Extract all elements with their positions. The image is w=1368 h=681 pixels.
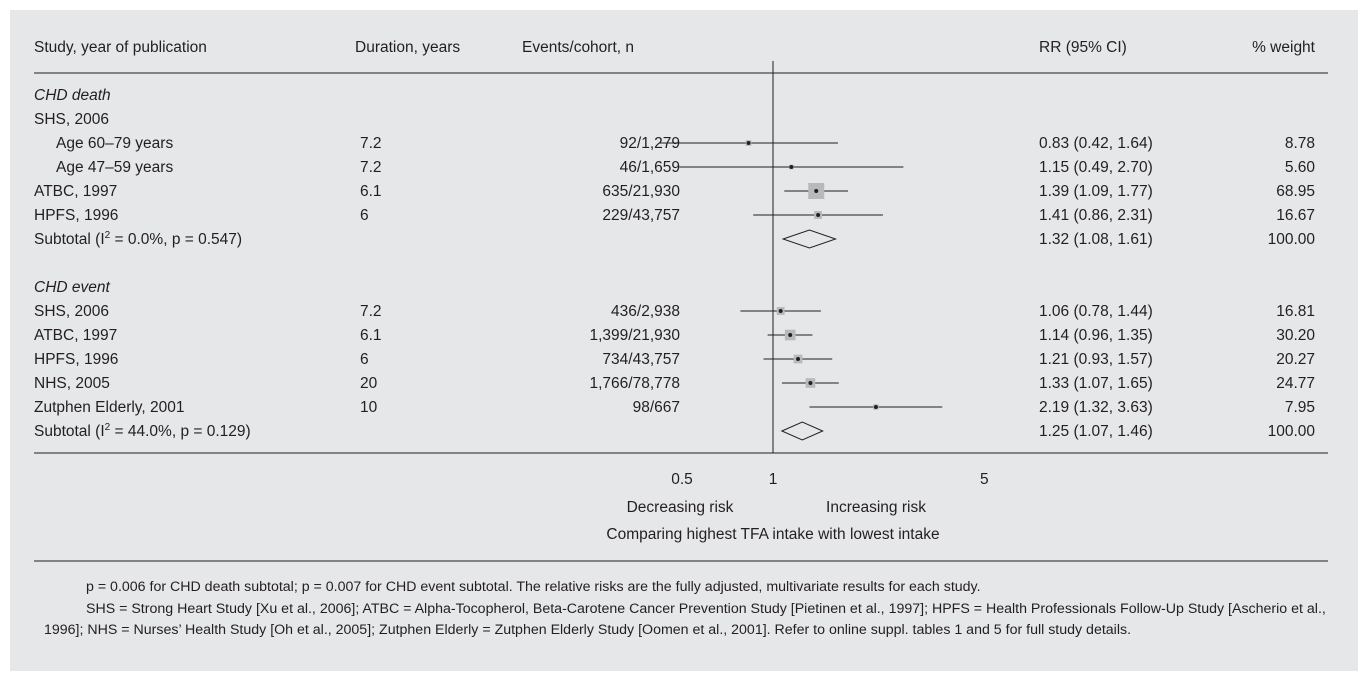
study-label: Zutphen Elderly, 2001: [34, 399, 185, 416]
subtotal-weight-value: 100.00: [1268, 423, 1316, 440]
point-estimate: [796, 357, 801, 361]
point-estimate: [778, 309, 783, 313]
header-rr: RR (95% CI): [1039, 39, 1127, 56]
x-tick-label: 0.5: [671, 471, 693, 488]
group-label: CHD event: [34, 279, 110, 296]
duration-value: 6.1: [360, 183, 382, 200]
subtotal-label: Subtotal (I2 = 0.0%, p = 0.547): [34, 230, 242, 248]
study-label: ATBC, 1997: [34, 327, 117, 344]
weight-value: 8.78: [1285, 135, 1315, 152]
duration-value: 7.2: [360, 135, 382, 152]
rr-value: 0.83 (0.42, 1.64): [1039, 135, 1153, 152]
duration-value: 10: [360, 399, 378, 416]
header-events: Events/cohort, n: [522, 39, 634, 56]
subtotal-diamond: [781, 229, 838, 249]
events-value: 98/667: [633, 399, 680, 416]
duration-value: 20: [360, 375, 378, 392]
xlabel: Comparing highest TFA intake with lowest…: [606, 526, 939, 543]
figure-panel: Study, year of publication Duration, year…: [10, 10, 1358, 671]
weight-value: 24.77: [1276, 375, 1315, 392]
rr-value: 1.21 (0.93, 1.57): [1039, 351, 1153, 368]
study-label: NHS, 2005: [34, 375, 110, 392]
study-label: Age 60–79 years: [56, 135, 173, 152]
subtotal-label: Subtotal (I2 = 44.0%, p = 0.129): [34, 422, 251, 440]
weight-value: 16.81: [1276, 303, 1315, 320]
rr-value: 2.19 (1.32, 3.63): [1039, 399, 1153, 416]
events-value: 436/2,938: [611, 303, 680, 320]
point-estimate: [816, 213, 821, 217]
weight-value: 16.67: [1276, 207, 1315, 224]
point-estimate: [789, 165, 794, 169]
weight-value: 30.20: [1276, 327, 1315, 344]
duration-value: 7.2: [360, 303, 382, 320]
study-label: Age 47–59 years: [56, 159, 173, 176]
duration-value: 7.2: [360, 159, 382, 176]
point-estimate: [788, 333, 793, 337]
header-duration: Duration, years: [355, 39, 460, 56]
events-value: 46/1,659: [620, 159, 680, 176]
forest-plot: Study, year of publication Duration, year…: [34, 39, 1328, 562]
events-value: 92/1,279: [620, 135, 680, 152]
xlabel-right: Increasing risk: [826, 499, 926, 516]
rr-value: 1.33 (1.07, 1.65): [1039, 375, 1153, 392]
events-value: 1,399/21,930: [589, 327, 680, 344]
rr-value: 1.39 (1.09, 1.77): [1039, 183, 1153, 200]
footnote: p = 0.006 for CHD death subtotal; p = 0.…: [44, 577, 1344, 642]
study-label: ATBC, 1997: [34, 183, 117, 200]
events-value: 1,766/78,778: [589, 375, 680, 392]
study-label: HPFS, 1996: [34, 351, 118, 368]
x-tick-label: 1: [769, 471, 778, 488]
rr-value: 1.06 (0.78, 1.44): [1039, 303, 1153, 320]
rr-value: 1.14 (0.96, 1.35): [1039, 327, 1153, 344]
point-estimate: [746, 141, 751, 145]
weight-value: 5.60: [1285, 159, 1316, 176]
point-estimate: [873, 405, 878, 409]
subtotal-diamond: [780, 421, 824, 441]
point-estimate: [808, 381, 813, 385]
subtotal-rr-value: 1.25 (1.07, 1.46): [1039, 423, 1153, 440]
events-value: 635/21,930: [602, 183, 680, 200]
point-estimate: [814, 189, 819, 193]
header-weight: % weight: [1252, 39, 1316, 56]
header-study: Study, year of publication: [34, 39, 207, 56]
study-label: SHS, 2006: [34, 303, 109, 320]
events-value: 734/43,757: [602, 351, 680, 368]
xlabel-left: Decreasing risk: [627, 499, 734, 516]
duration-value: 6.1: [360, 327, 382, 344]
study-label: SHS, 2006: [34, 111, 109, 128]
footnote-line-1: p = 0.006 for CHD death subtotal; p = 0.…: [86, 579, 981, 595]
footnote-line-2: SHS = Strong Heart Study [Xu et al., 200…: [44, 600, 1326, 639]
duration-value: 6: [360, 207, 369, 224]
weight-value: 7.95: [1285, 399, 1315, 416]
subtotal-rr-value: 1.32 (1.08, 1.61): [1039, 231, 1153, 248]
subtotal-weight-value: 100.00: [1268, 231, 1316, 248]
events-value: 229/43,757: [602, 207, 680, 224]
duration-value: 6: [360, 351, 369, 368]
weight-value: 68.95: [1276, 183, 1315, 200]
rr-value: 1.15 (0.49, 2.70): [1039, 159, 1153, 176]
study-label: HPFS, 1996: [34, 207, 118, 224]
weight-value: 20.27: [1276, 351, 1315, 368]
group-label: CHD death: [34, 87, 111, 104]
x-tick-label: 5: [980, 471, 989, 488]
rr-value: 1.41 (0.86, 2.31): [1039, 207, 1153, 224]
